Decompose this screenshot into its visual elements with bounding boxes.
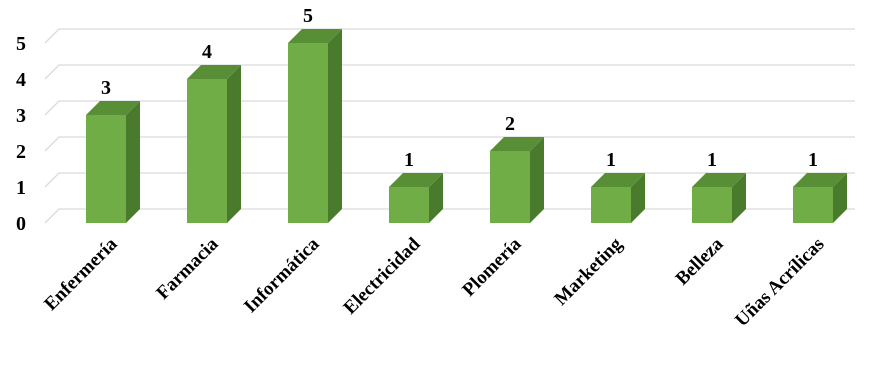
x-axis-categories: Enfermería Farmacia Informática Electricida…: [40, 233, 828, 331]
data-label: 5: [303, 5, 313, 27]
category-label: Marketing: [550, 233, 626, 309]
bar: [591, 173, 645, 223]
data-label: 1: [808, 149, 818, 171]
bar-front: [591, 187, 631, 223]
bar-front: [288, 43, 328, 223]
y-tick-label: 3: [16, 105, 26, 127]
bar: [86, 101, 140, 223]
bar-side: [631, 173, 645, 223]
y-tick-label: 1: [16, 177, 26, 199]
bar-top: [86, 101, 140, 115]
bar-side: [227, 65, 241, 223]
gridline: [44, 64, 855, 80]
bar-side: [328, 29, 342, 223]
gridline: [44, 172, 855, 188]
gridline: [44, 28, 855, 44]
bar-top: [490, 137, 544, 151]
bar-side: [833, 173, 847, 223]
y-tick-label: 5: [16, 33, 26, 55]
category-label: Belleza: [672, 233, 728, 289]
bar: [692, 173, 746, 223]
bar-top: [389, 173, 443, 187]
y-tick-label: 0: [16, 213, 26, 235]
data-label: 1: [404, 149, 414, 171]
y-axis-ticks: 0 1 2 3 4 5: [16, 33, 26, 235]
category-label: Farmacia: [152, 233, 222, 303]
bar-top: [187, 65, 241, 79]
y-tick-label: 2: [16, 141, 26, 163]
bar-side: [732, 173, 746, 223]
gridline: [44, 136, 855, 152]
bar-front: [490, 151, 530, 223]
bar: [793, 173, 847, 223]
bars: [86, 29, 847, 223]
gridline: [44, 100, 855, 116]
bar-side: [429, 173, 443, 223]
category-label: Plomería: [458, 233, 525, 300]
bar-top: [692, 173, 746, 187]
y-tick-label: 4: [16, 69, 26, 91]
category-label: Informática: [240, 233, 324, 317]
data-label: 1: [707, 149, 717, 171]
category-label: Electricidad: [340, 233, 425, 318]
data-label: 3: [101, 77, 111, 99]
bar: [187, 65, 241, 223]
bar-side: [530, 137, 544, 223]
bar: [490, 137, 544, 223]
gridline: [44, 208, 855, 224]
category-label: Uñas Acrílicas: [731, 234, 828, 331]
bar-front: [86, 115, 126, 223]
data-label: 2: [505, 113, 515, 135]
bar-side: [126, 101, 140, 223]
data-label: 1: [606, 149, 616, 171]
bar-top: [288, 29, 342, 43]
bar-front: [187, 79, 227, 223]
bar-top: [793, 173, 847, 187]
bar: [288, 29, 342, 223]
gridlines: [44, 28, 855, 224]
category-label: Enfermería: [40, 233, 122, 315]
data-labels: 3 4 5 1 2 1 1 1: [101, 5, 818, 171]
bar-front: [793, 187, 833, 223]
bar-front: [389, 187, 429, 223]
bar-top: [591, 173, 645, 187]
data-label: 4: [202, 41, 212, 63]
bar: [389, 173, 443, 223]
bar-front: [692, 187, 732, 223]
